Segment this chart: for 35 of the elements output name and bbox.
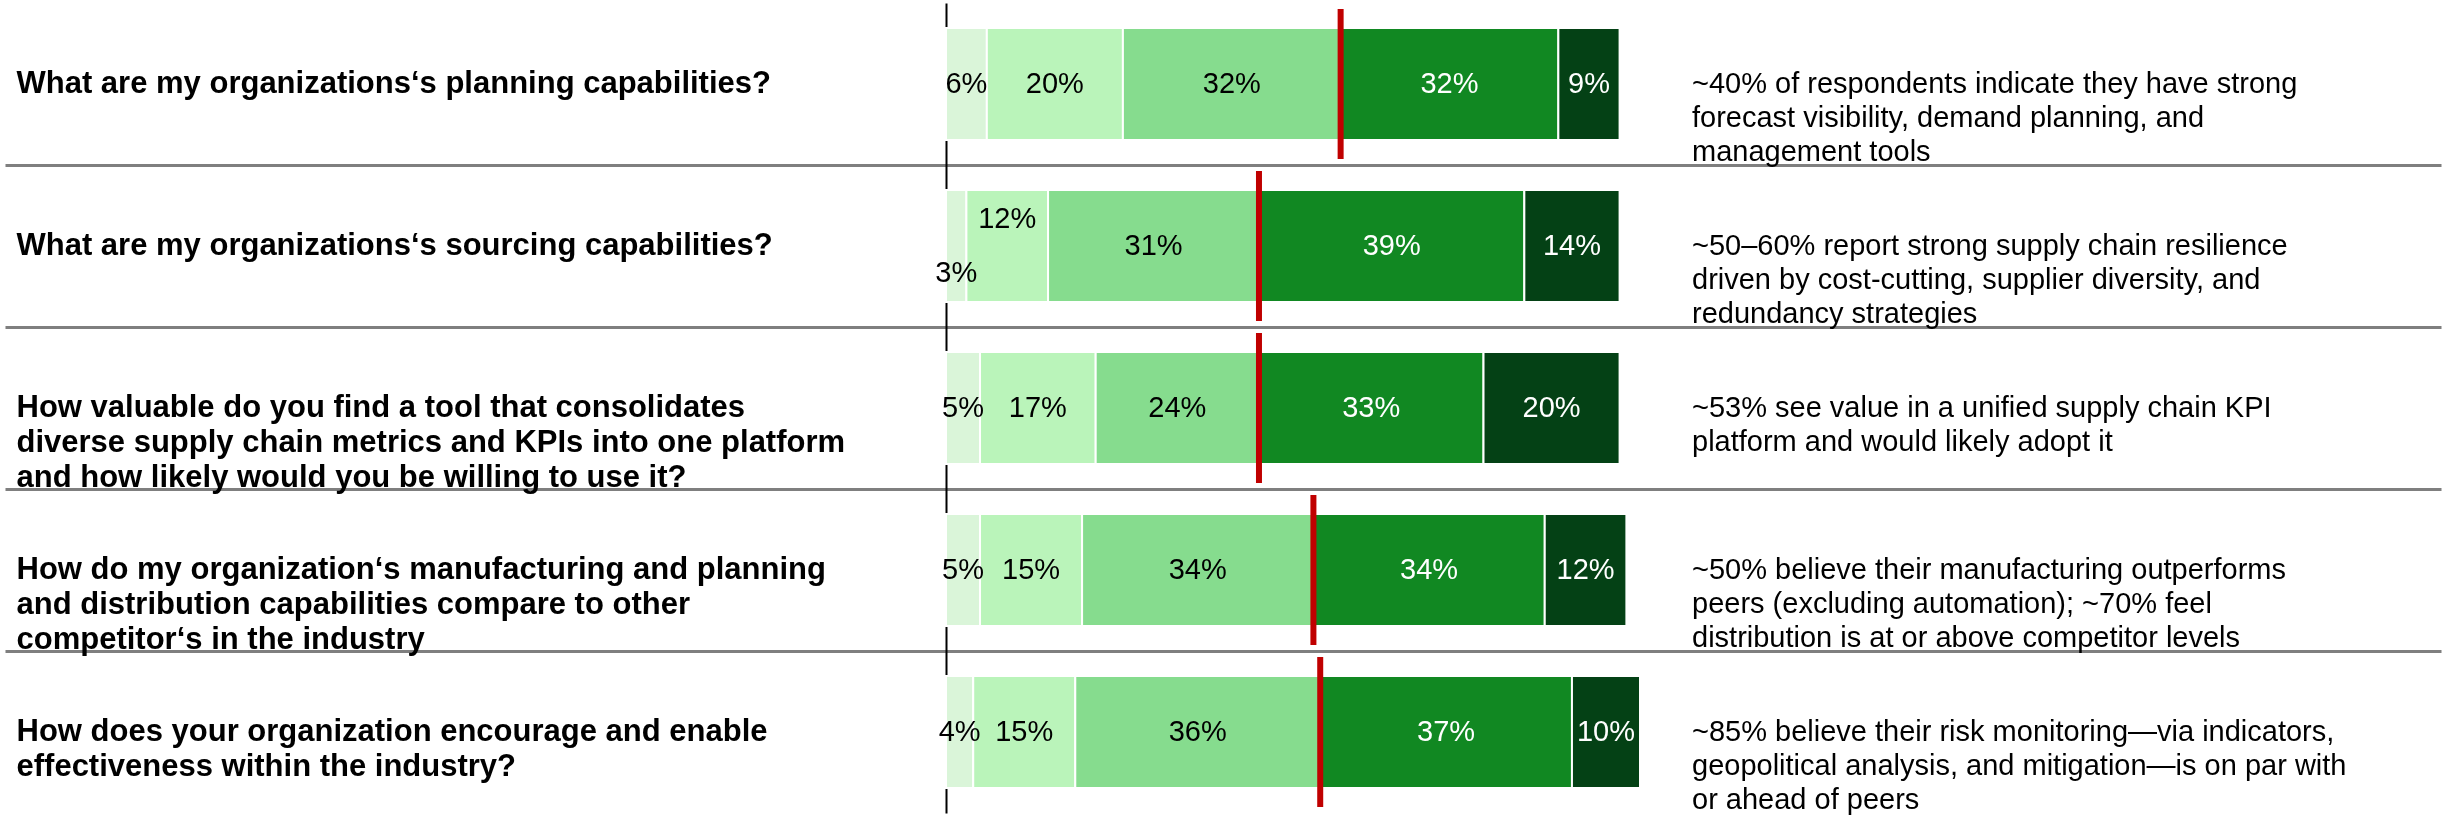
data-label: 32% bbox=[1202, 67, 1261, 99]
data-label: 4% bbox=[938, 715, 981, 747]
data-label: 12% bbox=[1556, 553, 1615, 585]
data-label: 6% bbox=[945, 67, 988, 99]
y-tick-label: How does your organization encourage and enable effectiveness within the industry? bbox=[16, 713, 768, 783]
data-label: 20% bbox=[1025, 67, 1084, 99]
data-label: 39% bbox=[1362, 229, 1421, 261]
y-tick-label: How valuable do you find a tool that consolidates diverse supply chain metrics and KPIs into one platform and how likely would you be willing to use it? bbox=[16, 389, 846, 494]
data-label: 37% bbox=[1417, 715, 1476, 747]
data-label: 34% bbox=[1400, 553, 1459, 585]
data-label: 15% bbox=[1002, 553, 1061, 585]
data-label: 20% bbox=[1522, 391, 1581, 423]
data-label: 10% bbox=[1576, 715, 1635, 747]
y-tick-label: How do my organization‘s manufacturing and planning and distribution capabilities compare to other competitor‘s in the industry bbox=[16, 551, 826, 656]
data-label: 32% bbox=[1420, 67, 1479, 99]
data-label: 5% bbox=[942, 391, 984, 423]
text: ~50–60% report strong supply chain resilience driven by cost-cutting, supplier diversity, and redundancy strategies bbox=[1692, 229, 2288, 329]
data-label: 34% bbox=[1168, 553, 1227, 585]
text: ~40% of respondents indicate they have strong forecast visibility, demand planning, and management tools bbox=[1692, 67, 2298, 167]
data-label: 5% bbox=[942, 553, 984, 585]
data-label: 33% bbox=[1342, 391, 1401, 423]
data-label: 24% bbox=[1148, 391, 1207, 423]
y-tick-label: What are my organizations‘s planning capabilities? bbox=[16, 65, 771, 100]
data-label: 31% bbox=[1124, 229, 1183, 261]
data-label: 17% bbox=[1008, 391, 1067, 423]
data-label: 9% bbox=[1568, 67, 1610, 99]
text: ~85% believe their risk monitoring—via indicators, geopolitical analysis, and mitigation—is on par with or ahead of peers bbox=[1692, 715, 2347, 815]
text: ~53% see value in a unified supply chain KPI platform and would likely adopt it bbox=[1692, 391, 2272, 457]
text: ~50% believe their manufacturing outperforms peers (excluding automation); ~70% feel distribution is at or above competitor levels bbox=[1692, 553, 2287, 653]
data-label: 3% bbox=[935, 256, 978, 288]
data-label: 14% bbox=[1542, 229, 1601, 261]
data-label: 36% bbox=[1168, 715, 1227, 747]
data-label: 15% bbox=[995, 715, 1054, 747]
data-label: 12% bbox=[978, 202, 1037, 234]
y-tick-label: What are my organizations‘s sourcing capabilities? bbox=[16, 227, 773, 262]
